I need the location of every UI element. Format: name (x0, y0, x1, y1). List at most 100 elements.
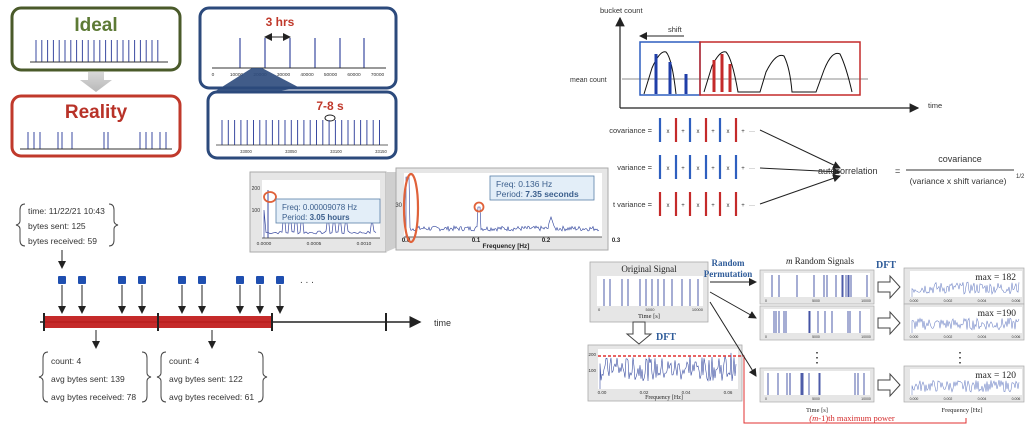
w1-avg-received: avg bytes received: 78 (51, 392, 136, 402)
formula-plus: + (741, 203, 745, 209)
zoom-bottom-spikes (221, 120, 380, 145)
dft-label-left: DFT (656, 332, 676, 343)
random-freq-tick: 0.004 (978, 299, 987, 303)
shift-label: shift (668, 25, 683, 34)
event-square (58, 276, 66, 284)
spectrum-small-ticks: 0.0000 0.0005 0.0010 (257, 241, 372, 247)
spectrum-small-freq: Freq: 0.00009078 Hz (282, 203, 357, 212)
random-signal-plot (764, 273, 870, 297)
random-freq-tick: 0.006 (1012, 299, 1021, 303)
max-label: max = 120 (975, 371, 1016, 381)
random-signal-rows: 0 5000 10000 0.000 0.002 0.004 0.006 max = 182 0… (759, 267, 1025, 403)
original-signal-panel: Original Signal 0 5000 10000 Time [s] (589, 261, 709, 323)
event-square (118, 276, 126, 284)
zoom-top-tick: 10000 (230, 72, 244, 78)
formula-dots: ··· (749, 203, 755, 209)
zoom-bottom-tick: 33150 (375, 149, 387, 154)
random-spectrum-line (911, 281, 1020, 297)
interval-7-8s-label: 7-8 s (316, 99, 344, 113)
event-square (256, 276, 264, 284)
zoom-top-tick: 50000 (324, 72, 338, 78)
random-signal-plot (764, 371, 870, 395)
orig-tick-2: 10000 (692, 307, 704, 312)
autocorr-exponent: 1/2 (1016, 174, 1025, 180)
spectrum-small-tick: 0.0010 (357, 241, 372, 247)
zoom-bottom-tick: 33050 (285, 149, 297, 154)
dft-label-right: DFT (876, 260, 896, 271)
w1-avg-sent: avg bytes sent: 139 (51, 374, 125, 384)
random-freq-tick: 0.000 (910, 299, 919, 303)
zoom-top-tick: 40000 (300, 72, 314, 78)
original-spectrum-panel: 200 100 0.00 0.02 0.04 0.06 Frequency [Hz] (587, 344, 743, 402)
random-freq-tick: 0.002 (944, 335, 953, 339)
orig-tick-1: 5000 (646, 307, 656, 312)
random-freq-tick: 0.000 (910, 335, 919, 339)
random-permutation-arrows: Random Permutation m Random Signals DFT (704, 256, 896, 377)
dft-hollow-arrow (877, 274, 901, 300)
autocorr-ylabel: bucket count (600, 6, 643, 15)
orig-time-label: Time [s] (638, 313, 660, 320)
spectrum-small-line (263, 209, 377, 238)
aggregation-events (58, 276, 284, 314)
event-bytes-received: bytes received: 59 (28, 236, 97, 246)
spectrum-small-panel: 200 100 0.0000 0.0005 0.0010 Freq: 0.00009… (249, 171, 387, 253)
formula-times: x (697, 166, 700, 172)
zoom-top-tick: 30000 (277, 72, 291, 78)
zoom-top-tick: 60000 (347, 72, 361, 78)
random-time-tick: 0 (765, 335, 767, 339)
random-perm-label-1: Random (711, 258, 745, 268)
autocorr-eq: = (895, 166, 900, 176)
vdots-spectra: ⋮ (953, 351, 967, 366)
spectrum-large-tick: 0.3 (612, 238, 621, 244)
original-spectrum-trace (599, 352, 737, 389)
formula-row-label: t variance = (613, 200, 653, 209)
zoom-top-spikes (239, 38, 365, 68)
random-spectrum-line (911, 317, 1020, 333)
original-signal-title: Original Signal (621, 264, 677, 274)
event-square (236, 276, 244, 284)
original-spectrum-ticks: 0.00 0.02 0.04 0.06 (598, 390, 733, 395)
formula-plus: + (681, 166, 685, 172)
event-record: time: 11/22/21 10:43 bytes sent: 125 byt… (15, 203, 119, 269)
w2-count: count: 4 (169, 356, 200, 366)
zoom-top-tick: 0 (212, 72, 215, 78)
m-random-signals-title: m Random Signals (786, 256, 854, 266)
interval-3hrs-label: 3 hrs (266, 15, 295, 29)
spectrum-large-ticks: 0.0 0.1 0.2 0.3 (402, 238, 621, 244)
spectrum-small-trace (263, 190, 377, 238)
random-freq-tick: 0.002 (944, 397, 953, 401)
formula-plus: + (741, 129, 745, 135)
random-freq-tick: 0.000 (910, 397, 919, 401)
event-square (178, 276, 186, 284)
orig-spec-line (599, 352, 737, 389)
w1-count: count: 4 (51, 356, 82, 366)
random-time-tick: 0 (765, 397, 767, 401)
zoom-top-tick: 70000 (371, 72, 385, 78)
autocorr-formula: autocorrelation = covariance (variance x… (759, 129, 1025, 205)
w2-avg-received: avg bytes received: 61 (169, 392, 254, 402)
timeline: time (40, 313, 451, 349)
orig-spec-tick: 0.06 (724, 390, 733, 395)
formula-times: x (667, 203, 670, 209)
spectrum-large-ytick: 30 (395, 203, 402, 209)
ideal-spike-train (35, 40, 159, 62)
dft-down-arrow: DFT (625, 321, 676, 345)
formula-plus: + (741, 166, 745, 172)
footer-label: (m-1)th maximum power (809, 413, 895, 423)
formula-row-label: variance = (617, 163, 652, 172)
zoom-bottom-ticks: 33000 33050 33100 33150 (240, 149, 387, 154)
formula-row-label: covariance = (609, 126, 652, 135)
formula-times: x (697, 203, 700, 209)
spectrum-large-xlabel: Frequency [Hz] (483, 243, 530, 250)
reality-panel: Reality (10, 94, 182, 158)
zoom-bottom-tick: 33100 (330, 149, 342, 154)
spectrum-large-tick: 0.2 (542, 238, 551, 244)
autocorr-lhs: autocorrelation (818, 166, 878, 176)
formula-plus: + (711, 166, 715, 172)
spectrum-small-ytick-200: 200 (252, 186, 261, 192)
formula-times: x (667, 166, 670, 172)
spectrum-large-period: Period: 7.35 seconds (496, 189, 579, 199)
dft-hollow-arrow (877, 310, 901, 336)
timeline-time-label: time (434, 318, 451, 328)
